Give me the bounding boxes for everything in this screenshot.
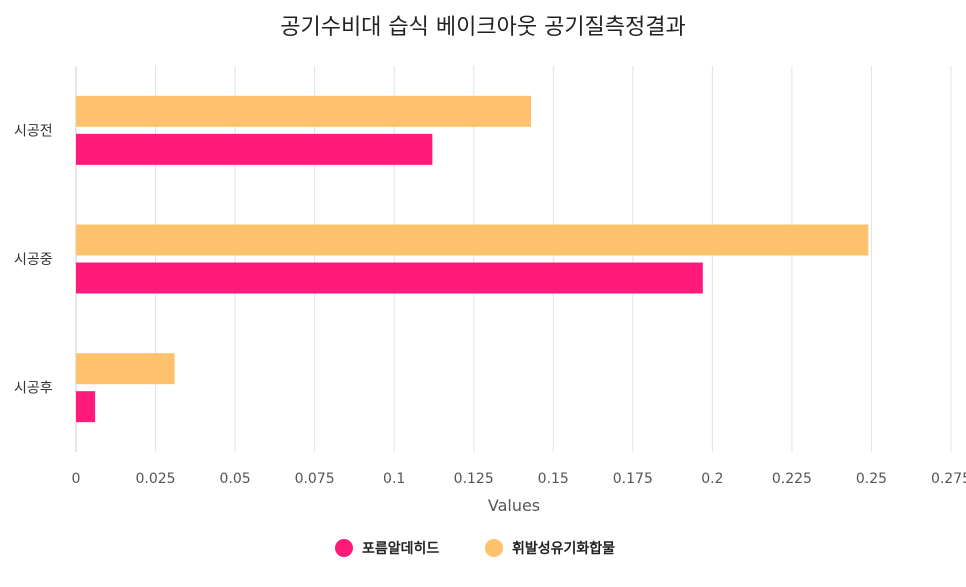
bar-formaldehyde-0: [76, 133, 433, 165]
category-label: 시공전: [14, 123, 53, 139]
x-tick-label: 0.2: [701, 471, 723, 487]
x-tick-labels: 0 0.025 0.05 0.075 0.1 0.125 0.15 0.175 0.2 0.225…: [72, 471, 966, 487]
legend-label: 휘발성유기화합물: [512, 540, 615, 557]
x-tick-label: 0.1: [383, 471, 405, 487]
x-tick-label: 0.025: [135, 471, 175, 487]
bars: [76, 95, 869, 423]
bar-voc-2: [76, 353, 175, 385]
bar-formaldehyde-2: [76, 391, 96, 423]
bar-voc-1: [76, 224, 869, 256]
x-axis-label: Values: [488, 496, 540, 515]
x-tick-label: 0.275: [931, 471, 966, 487]
x-tick-label: 0.175: [613, 471, 653, 487]
legend-marker: [485, 539, 503, 557]
bar-formaldehyde-1: [76, 262, 703, 294]
x-tick-label: 0: [72, 471, 81, 487]
category-label: 시공후: [14, 381, 53, 397]
legend-marker: [335, 539, 353, 557]
legend: 포름알데히드 휘발성유기화합물: [335, 539, 615, 557]
x-tick-label: 0.05: [220, 471, 251, 487]
x-tick-label: 0.25: [856, 471, 887, 487]
x-tick-label: 0.15: [538, 471, 569, 487]
x-tick-label: 0.225: [772, 471, 812, 487]
x-tick-label: 0.075: [295, 471, 335, 487]
chart-title: 공기수비대 습식 베이크아웃 공기질측정결과: [280, 15, 686, 40]
grid-lines: [155, 66, 952, 452]
category-label: 시공중: [14, 252, 53, 268]
x-tick-label: 0.125: [454, 471, 494, 487]
bar-voc-0: [76, 95, 531, 127]
legend-label: 포름알데히드: [362, 540, 439, 557]
